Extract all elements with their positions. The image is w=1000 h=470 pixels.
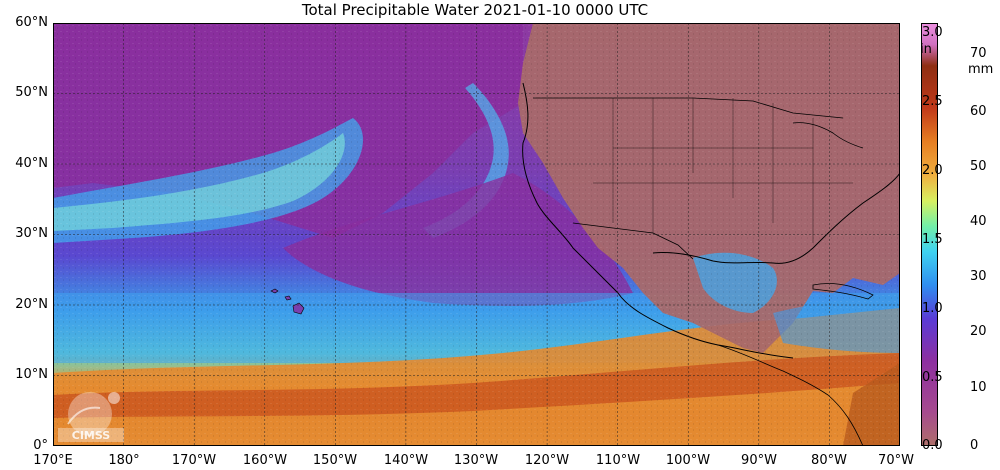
- cb-mm-20: 20: [970, 324, 987, 339]
- state-borders: [593, 98, 853, 243]
- canada-us-border: [533, 97, 844, 119]
- cuba: [812, 283, 874, 300]
- lat-label-50n: 50°N: [15, 85, 48, 100]
- lon-label-90w: 90°W: [741, 453, 777, 468]
- lon-label-170w: 170°W: [171, 453, 217, 468]
- lon-label-180: 180°: [108, 453, 140, 468]
- hawaii: [270, 288, 305, 315]
- west-coast-line: [522, 82, 794, 359]
- map-border: [53, 23, 900, 446]
- cb-in-1-0: 1.0: [922, 301, 943, 316]
- lon-label-150w: 150°W: [312, 453, 358, 468]
- cb-in-1-5: 1.5: [922, 232, 943, 247]
- lon-label-100w: 100°W: [665, 453, 711, 468]
- cb-in-2-5: 2.5: [922, 94, 943, 109]
- cimss-logo-text: CIMSS: [72, 429, 111, 442]
- map-title: Total Precipitable Water 2021-01-10 0000…: [301, 1, 649, 19]
- lat-label-30n: 30°N: [15, 226, 48, 241]
- lon-label-110w: 110°W: [595, 453, 641, 468]
- noise-texture: [53, 23, 900, 446]
- lat-label-10n: 10°N: [15, 367, 48, 382]
- lon-label-70w: 70°W: [878, 453, 914, 468]
- gulf-coast-line: [652, 172, 900, 264]
- cimss-logo: CIMSS: [58, 392, 124, 442]
- cb-in-0-0: 0.0: [922, 438, 943, 453]
- cb-mm-50: 50: [970, 159, 987, 174]
- lon-label-140w: 140°W: [383, 453, 429, 468]
- cb-in-2-0: 2.0: [922, 163, 943, 178]
- graticule: [53, 23, 900, 446]
- lat-label-0: 0°: [33, 438, 48, 453]
- lon-label-160w: 160°W: [242, 453, 288, 468]
- cb-in-unit: in: [920, 42, 932, 57]
- colorbar: [921, 23, 938, 446]
- lon-label-120w: 120°W: [524, 453, 570, 468]
- lat-label-60n: 60°N: [15, 15, 48, 30]
- cb-mm-30: 30: [970, 269, 987, 284]
- cb-in-0-5: 0.5: [922, 370, 943, 385]
- cb-mm-0: 0: [970, 438, 979, 453]
- lon-label-80w: 80°W: [811, 453, 847, 468]
- lon-label-130w: 130°W: [453, 453, 499, 468]
- lon-label-170e: 170°E: [33, 453, 73, 468]
- cb-mm-unit: mm: [968, 62, 994, 77]
- lat-label-40n: 40°N: [15, 156, 48, 171]
- great-lakes: [792, 122, 864, 149]
- cb-mm-70: 70: [970, 46, 987, 61]
- cb-mm-60: 60: [970, 104, 987, 119]
- cb-in-3-0: 3.0: [922, 25, 943, 40]
- lat-label-20n: 20°N: [15, 297, 48, 312]
- central-america-coast: [717, 344, 864, 446]
- cb-mm-40: 40: [970, 214, 987, 229]
- tpw-map: [53, 23, 900, 446]
- cb-mm-10: 10: [970, 380, 987, 395]
